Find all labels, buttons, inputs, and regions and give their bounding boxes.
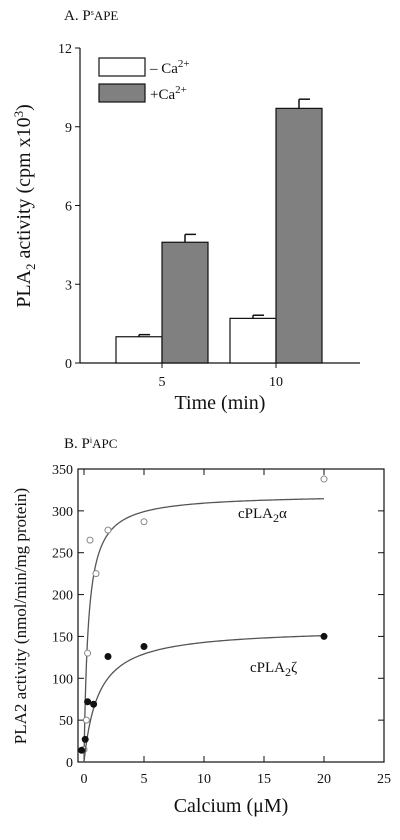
panel-a-legend-label: – Ca2+ xyxy=(149,58,190,77)
panel-b-label-sup: i xyxy=(90,436,93,445)
panel-a-legend-sup: 2+ xyxy=(175,84,187,96)
panel-b-point-filled xyxy=(84,698,92,706)
panel-b-y-axis-label: PLA2 activity (nmol/min/mg protein) xyxy=(11,488,30,744)
panel-a-label: A. PsAPE xyxy=(64,8,118,24)
panel-b-point-filled xyxy=(81,735,89,743)
panel-a-y-tick-label: 12 xyxy=(58,42,72,57)
panel-b-series-sub: 2 xyxy=(285,665,291,679)
panel-b-point-open xyxy=(320,475,328,483)
panel-a-y-tick-label: 9 xyxy=(65,121,72,136)
panel-b-label-text: B. P xyxy=(64,436,90,452)
panel-a-y-axis-label: PLA2 activity (cpm x103) xyxy=(11,104,38,308)
panel-b-y-tick-label: 350 xyxy=(52,463,73,478)
panel-a-y-label-sub: 2 xyxy=(23,263,38,270)
panel-a-y-tick-label: 3 xyxy=(65,278,72,293)
panel-b-point-filled xyxy=(78,746,86,754)
panel-a-legend-name: – Ca xyxy=(149,61,178,77)
panel-a-bar xyxy=(229,317,277,364)
panel-b-x-tick-label: 25 xyxy=(377,772,391,787)
panel-b-point-filled xyxy=(140,642,148,650)
panel-b: B. PiAPC 0 50 100 150 200 250 300 350 0 5 10 15 20 25 c… xyxy=(11,436,391,817)
panel-b-x-tick-label: 5 xyxy=(141,772,148,787)
panel-a-bar xyxy=(115,336,163,364)
panel-a-label-text: A. P xyxy=(64,8,91,24)
panel-a-y-tick-label: 0 xyxy=(65,357,72,372)
panel-b-y-tick-label: 250 xyxy=(52,547,73,562)
panel-a-label-sup: s xyxy=(91,8,94,17)
panel-a-y-tick-label: 6 xyxy=(65,200,72,215)
panel-b-fit-curve xyxy=(83,498,325,763)
panel-b-label-rest: APC xyxy=(92,436,117,451)
panel-b-point-open xyxy=(84,649,92,657)
panel-b-point-open xyxy=(82,716,90,724)
panel-b-y-tick-label: 100 xyxy=(52,672,73,687)
panel-b-y-tick-label: 300 xyxy=(52,505,73,520)
panel-b-point-open xyxy=(86,536,94,544)
panel-a-x-tick-label: 10 xyxy=(269,375,283,390)
panel-b-x-axis-label: Calcium (μM) xyxy=(174,795,289,817)
panel-a-y-label-sup: 3 xyxy=(11,111,26,118)
panel-a-legend-swatch xyxy=(98,83,146,103)
panel-b-series-name: cPLA xyxy=(238,506,273,522)
panel-b-label: B. PiAPC xyxy=(64,436,117,452)
panel-b-series-greek: α xyxy=(279,506,287,522)
panel-b-series-label: cPLA2ζ xyxy=(250,660,297,679)
panel-a-y-label-end: ) xyxy=(13,104,35,111)
panel-b-y-tick-label: 200 xyxy=(52,589,73,604)
panel-b-x-tick-label: 20 xyxy=(317,772,331,787)
panel-b-fit-curve xyxy=(83,634,325,763)
panel-b-point-open xyxy=(92,570,100,578)
panel-a-legend-label: +Ca2+ xyxy=(150,84,187,103)
panel-a-legend-name: +Ca xyxy=(150,87,175,103)
panel-b-point-filled xyxy=(320,632,328,640)
panel-a-x-axis-label: Time (min) xyxy=(175,392,266,414)
panel-a-bar xyxy=(161,241,209,364)
panel-a-x-tick-label: 5 xyxy=(159,375,166,390)
panel-b-series-greek: ζ xyxy=(291,660,297,676)
panel-a-label-rest: APE xyxy=(94,8,119,23)
panel-b-point-open xyxy=(104,526,112,534)
panel-a-y-label-mid: activity (cpm x10 xyxy=(13,117,35,263)
panel-b-point-filled xyxy=(104,653,112,661)
panel-b-series-name: cPLA xyxy=(250,660,285,676)
panel-b-series-sub: 2 xyxy=(273,511,279,525)
panel-b-x-tick-label: 10 xyxy=(197,772,211,787)
panel-b-x-tick-label: 15 xyxy=(257,772,271,787)
panel-b-x-tick-label: 0 xyxy=(81,772,88,787)
panel-a-bar xyxy=(275,107,323,364)
panel-b-y-tick-label: 50 xyxy=(59,714,73,729)
panel-b-series-label: cPLA2α xyxy=(238,506,287,525)
panel-b-y-tick-label: 150 xyxy=(52,630,73,645)
panel-a-y-label-main: PLA xyxy=(13,269,35,307)
panel-b-point-filled xyxy=(90,700,98,708)
panel-a-legend-sup: 2+ xyxy=(178,58,190,70)
panel-b-point-open xyxy=(140,518,148,526)
panel-b-frame xyxy=(77,468,385,763)
panel-b-y-tick-label: 0 xyxy=(66,756,73,771)
panel-a-legend-swatch xyxy=(98,57,146,77)
